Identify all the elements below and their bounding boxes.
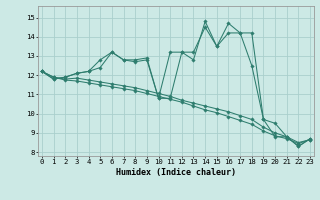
X-axis label: Humidex (Indice chaleur): Humidex (Indice chaleur) (116, 168, 236, 177)
